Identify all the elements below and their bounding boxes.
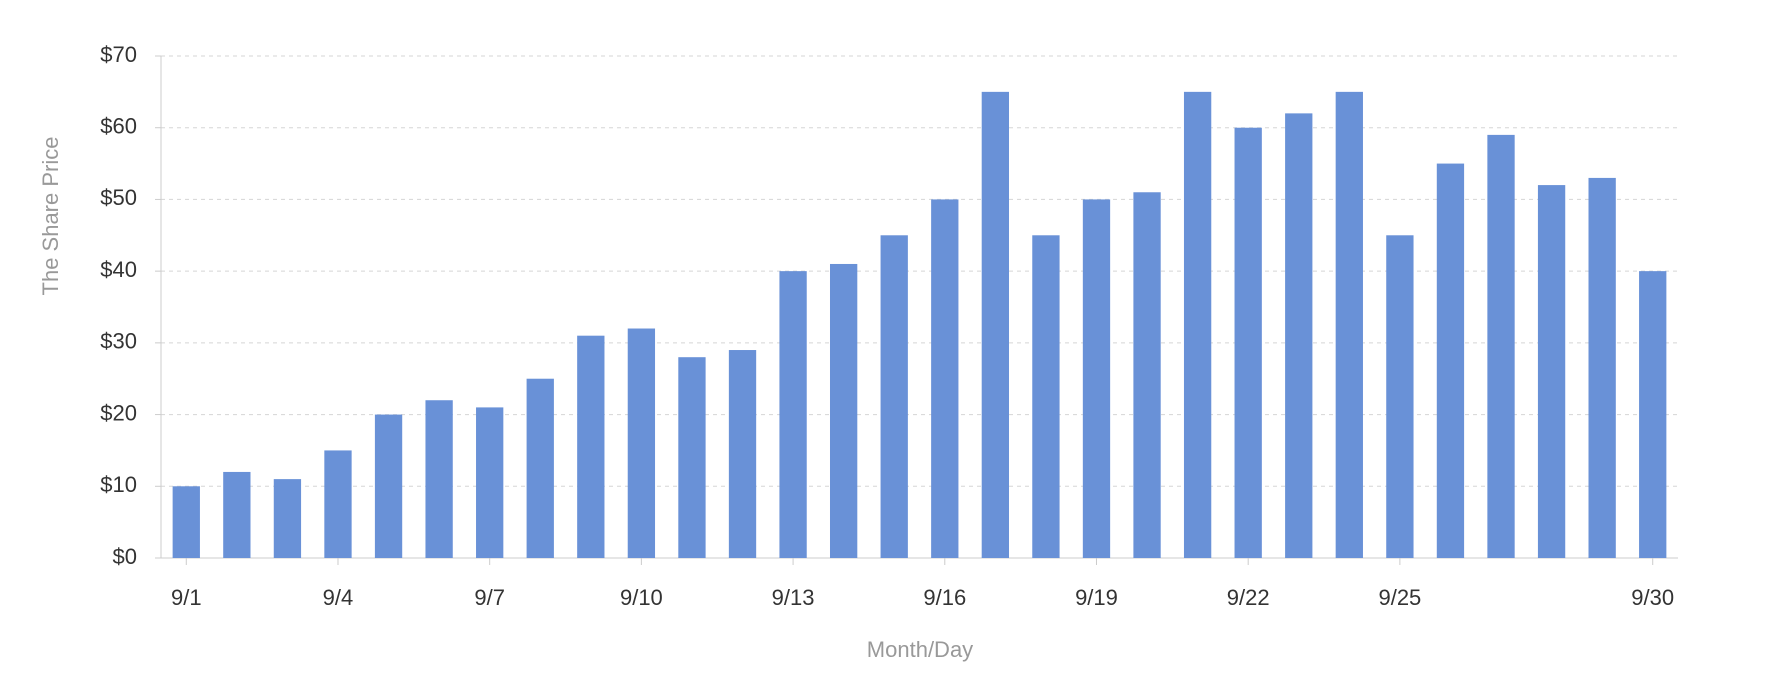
bar <box>627 328 656 558</box>
bar <box>1639 271 1667 558</box>
x-tick-label: 9/7 <box>474 585 505 610</box>
bar <box>981 91 1010 558</box>
y-tick-label: $30 <box>100 329 137 354</box>
x-tick-label: 9/19 <box>1075 585 1118 610</box>
bar <box>1133 192 1161 558</box>
bar <box>1335 91 1363 558</box>
bar <box>1082 199 1111 558</box>
bar <box>1537 185 1566 559</box>
bar <box>1588 177 1616 558</box>
x-tick-label: 9/1 <box>171 585 202 610</box>
y-tick-label: $10 <box>100 472 137 497</box>
x-tick-label: 9/25 <box>1378 585 1421 610</box>
x-tick-label: 9/13 <box>772 585 815 610</box>
bar <box>1183 91 1212 558</box>
bar <box>526 378 554 558</box>
bar <box>1032 235 1060 559</box>
bar <box>1386 235 1414 559</box>
bar <box>880 235 908 559</box>
x-tick-label: 9/16 <box>923 585 966 610</box>
x-tick-label: 9/10 <box>620 585 663 610</box>
y-tick-label: $50 <box>100 185 137 210</box>
bar <box>425 400 453 558</box>
x-tick-label: 9/4 <box>323 585 354 610</box>
bar <box>374 414 403 558</box>
bar <box>273 479 302 558</box>
bar <box>931 199 959 558</box>
x-axis-title: Month/Day <box>867 637 973 662</box>
bar <box>829 263 858 558</box>
y-tick-label: $0 <box>113 544 137 569</box>
bar <box>728 350 757 558</box>
bar <box>223 471 251 558</box>
bar <box>324 450 352 558</box>
x-tick-label: 9/30 <box>1631 585 1674 610</box>
bar <box>577 335 605 558</box>
bar <box>678 357 706 558</box>
y-tick-label: $40 <box>100 257 137 282</box>
bar <box>1487 134 1515 558</box>
bar <box>1285 113 1313 558</box>
y-tick-label: $60 <box>100 114 137 139</box>
bar <box>476 407 504 558</box>
bar <box>1234 127 1262 558</box>
bar <box>1436 163 1465 559</box>
bar <box>779 271 807 558</box>
y-tick-label: $20 <box>100 400 137 425</box>
y-axis-title: The Share Price <box>38 137 63 296</box>
x-tick-label: 9/22 <box>1227 585 1270 610</box>
y-tick-label: $70 <box>100 42 137 67</box>
bar <box>172 486 200 558</box>
